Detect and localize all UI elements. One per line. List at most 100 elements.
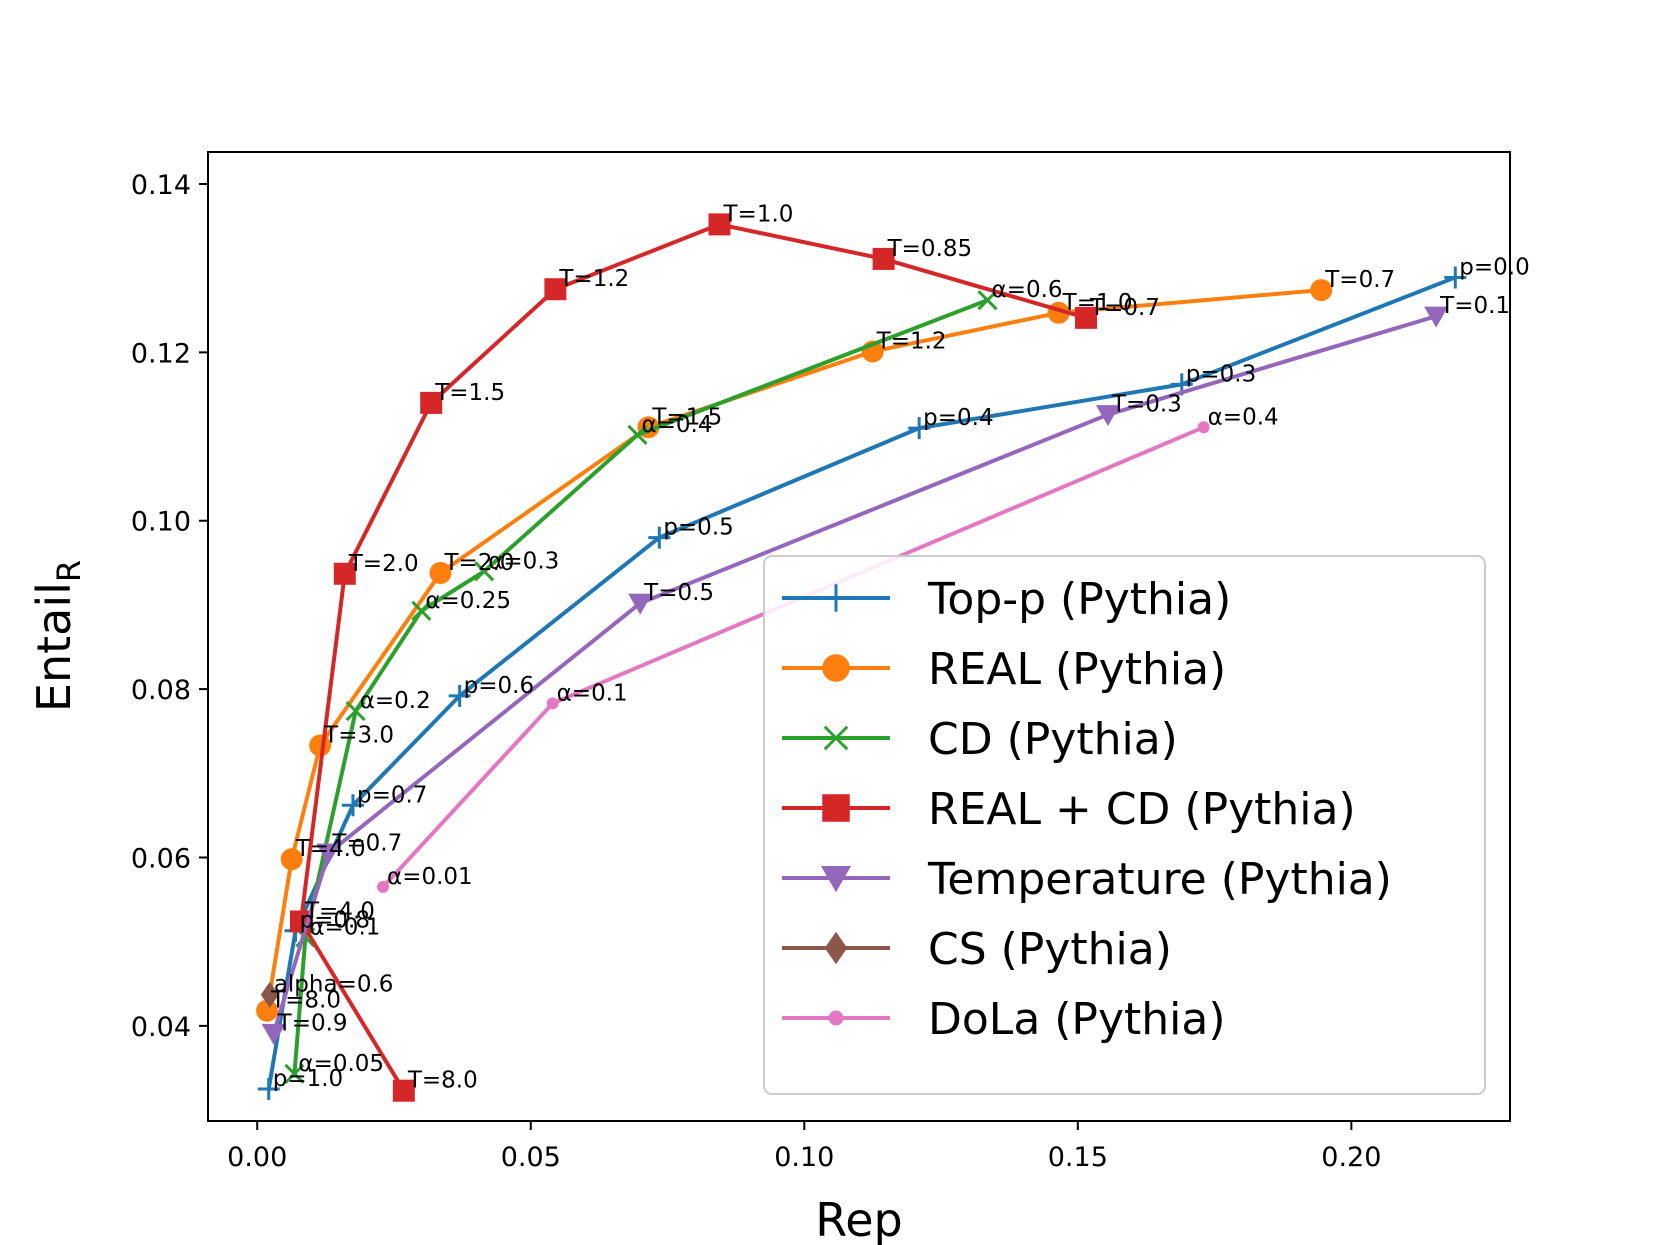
series-0 bbox=[257, 266, 1467, 1101]
data-point bbox=[708, 213, 731, 236]
point-label: α=0.6 bbox=[992, 277, 1063, 303]
legend-entry: CS (Pythia) bbox=[928, 924, 1172, 975]
y-axis: 0.04 0.06 0.08 0.10 0.12 0.14 bbox=[131, 170, 208, 1043]
point-label: T=4.0 bbox=[295, 836, 366, 862]
legend-entry: Temperature (Pythia) bbox=[927, 854, 1392, 905]
point-label: T=1.0 bbox=[723, 201, 794, 227]
point-label: T=8.0 bbox=[407, 1068, 478, 1094]
y-tick-label: 0.12 bbox=[131, 338, 191, 369]
point-label: p=0.4 bbox=[923, 405, 993, 431]
legend-marker bbox=[828, 1010, 844, 1026]
legend-box bbox=[763, 555, 1486, 1095]
legend: Top-p (Pythia) REAL (Pythia) CD (Pythia) RE… bbox=[763, 555, 1486, 1095]
legend-marker bbox=[823, 725, 849, 751]
point-label: T=0.7 bbox=[1089, 295, 1160, 321]
y-axis-label-main: Entail bbox=[27, 582, 81, 712]
point-label: T=0.85 bbox=[887, 236, 973, 262]
point-label: α=0.05 bbox=[298, 1051, 384, 1077]
data-layer bbox=[256, 213, 1467, 1102]
point-label: α=0.4 bbox=[641, 412, 712, 438]
data-point bbox=[546, 697, 559, 710]
point-label: p=0.8 bbox=[300, 908, 370, 934]
data-point bbox=[474, 561, 495, 582]
x-tick-label: 0.15 bbox=[1048, 1142, 1108, 1173]
data-point bbox=[1075, 306, 1098, 329]
point-label: T=0.7 bbox=[1324, 267, 1395, 293]
legend-marker bbox=[821, 866, 851, 893]
point-label: T=0.9 bbox=[277, 1010, 348, 1036]
data-point bbox=[648, 526, 671, 549]
point-label: p=0.3 bbox=[1186, 361, 1256, 387]
legend-marker bbox=[824, 931, 848, 965]
point-label: p=0.7 bbox=[357, 782, 427, 808]
data-point bbox=[977, 290, 998, 311]
series-5 bbox=[260, 981, 279, 1008]
data-point bbox=[1444, 266, 1467, 289]
point-label: T=0.1 bbox=[1439, 293, 1510, 319]
point-label: T=0.3 bbox=[1111, 392, 1182, 418]
data-point bbox=[260, 981, 279, 1008]
legend-entry: REAL + CD (Pythia) bbox=[928, 784, 1356, 835]
data-point bbox=[316, 843, 341, 865]
plot-frame bbox=[207, 151, 1511, 1122]
point-label: T=1.0 bbox=[1062, 290, 1133, 316]
data-point bbox=[284, 1063, 305, 1084]
point-label: alpha=0.6 bbox=[274, 972, 394, 998]
data-point bbox=[345, 700, 366, 722]
series-3 bbox=[290, 213, 1098, 1102]
series-line bbox=[299, 222, 1087, 1092]
x-tick-label: 0.05 bbox=[501, 1142, 561, 1173]
data-point bbox=[333, 562, 356, 585]
point-label: α=0.3 bbox=[488, 548, 559, 574]
data-point bbox=[627, 424, 648, 445]
legend-marker bbox=[822, 654, 850, 682]
legend-entry: DoLa (Pythia) bbox=[928, 994, 1226, 1045]
data-point bbox=[257, 1078, 280, 1101]
point-label: T=2.0 bbox=[444, 550, 515, 576]
data-point bbox=[544, 278, 567, 301]
point-label: T=4.0 bbox=[304, 898, 375, 924]
data-point bbox=[256, 999, 279, 1022]
y-tick-label: 0.14 bbox=[131, 170, 191, 201]
data-point bbox=[1095, 405, 1120, 427]
legend-marker bbox=[822, 584, 850, 612]
x-tick-label: 0.10 bbox=[774, 1142, 834, 1173]
y-axis-label: EntailR bbox=[27, 560, 88, 712]
data-point bbox=[261, 1023, 286, 1045]
point-label: T=1.2 bbox=[876, 329, 947, 355]
data-point bbox=[628, 593, 653, 615]
point-label: T=0.7 bbox=[331, 830, 402, 856]
x-axis-label: Rep bbox=[815, 1193, 902, 1245]
data-point bbox=[280, 848, 303, 871]
legend-marker bbox=[822, 794, 850, 822]
x-axis: 0.00 0.05 0.10 0.15 0.20 bbox=[227, 1121, 1381, 1173]
y-tick-label: 0.10 bbox=[131, 507, 191, 538]
data-point bbox=[341, 794, 364, 817]
point-label: α=0.4 bbox=[1208, 404, 1279, 430]
point-label: p=1.0 bbox=[273, 1066, 343, 1092]
data-point bbox=[429, 561, 452, 584]
data-point bbox=[420, 391, 443, 414]
data-point bbox=[377, 880, 390, 893]
point-label: α=0.1 bbox=[309, 914, 380, 940]
data-point bbox=[908, 417, 931, 440]
data-point bbox=[872, 247, 895, 270]
point-label: p=0.6 bbox=[464, 673, 534, 699]
series-6 bbox=[377, 421, 1210, 893]
data-point bbox=[411, 600, 432, 621]
data-point bbox=[1424, 306, 1449, 328]
point-label: T=8.0 bbox=[270, 988, 341, 1014]
x-tick-label: 0.20 bbox=[1321, 1142, 1381, 1173]
x-tick-label: 0.00 bbox=[227, 1142, 287, 1173]
legend-entry: REAL (Pythia) bbox=[928, 644, 1226, 695]
data-point bbox=[1310, 279, 1333, 302]
legend-entry: CD (Pythia) bbox=[928, 714, 1178, 765]
point-label: α=0.01 bbox=[387, 864, 473, 890]
series-line bbox=[265, 288, 1322, 1012]
point-labels: p=1.0 p=0.8 p=0.7 p=0.6 p=0.5 p=0.4 p=0.3 p=0.0… bbox=[270, 201, 1530, 1093]
point-label: T=2.0 bbox=[348, 551, 419, 577]
data-point bbox=[1197, 421, 1210, 434]
point-label: p=0.5 bbox=[663, 515, 733, 541]
point-label: α=0.1 bbox=[557, 680, 628, 706]
